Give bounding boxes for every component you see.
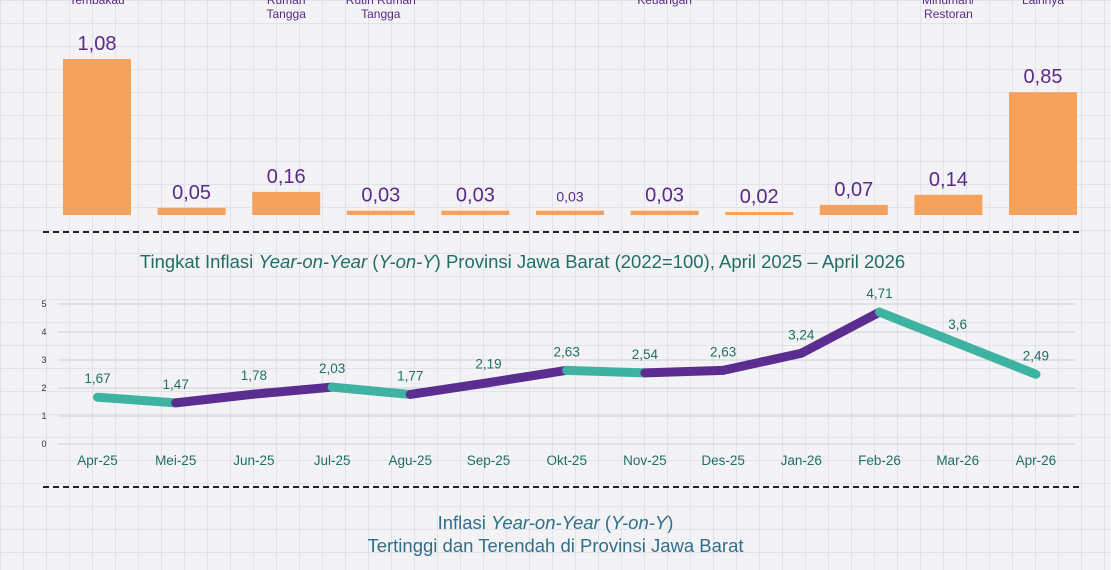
bar <box>252 191 321 215</box>
x-tick-label: Feb-26 <box>858 453 901 468</box>
line-segment <box>562 365 650 378</box>
title-text: Tingkat Inflasi <box>139 251 259 272</box>
bar <box>1009 92 1077 215</box>
bar-chart: 1,08Tembakau0,050,16RumahTangga0,03Rutin… <box>63 0 1077 215</box>
bar <box>536 210 604 215</box>
bar <box>914 194 983 215</box>
bar-category-label: Restoran <box>924 7 973 21</box>
bar-value-label: 0,03 <box>645 185 684 207</box>
bar-value-label: 0,07 <box>834 179 873 201</box>
line-segment <box>953 338 1041 379</box>
bar-value-label: 1,08 <box>78 33 117 55</box>
bar-value-label: 0,03 <box>556 189 583 205</box>
point-value-label: 2,03 <box>319 361 345 376</box>
point-value-label: 2,19 <box>475 357 501 372</box>
bar <box>63 59 131 215</box>
y-tick-label: 2 <box>41 383 46 393</box>
x-tick-label: Apr-26 <box>1016 453 1057 468</box>
line-segment <box>484 365 572 388</box>
point-value-label: 2,63 <box>710 344 736 359</box>
x-tick-label: Mei-25 <box>155 453 196 468</box>
x-tick-label: Apr-25 <box>77 453 118 468</box>
top-divider <box>43 231 1079 233</box>
bar-category-label: Lainnya <box>1022 0 1064 7</box>
bar-category-label: Tangga <box>267 7 307 21</box>
bar-value-label: 0,05 <box>172 182 211 204</box>
bar-value-label: 0,03 <box>456 185 495 207</box>
x-tick-label: Jul-25 <box>314 453 351 468</box>
title-text-post: ) Provinsi Jawa Barat (2022=100), April … <box>434 251 906 272</box>
bar-value-label: 0,85 <box>1024 66 1063 88</box>
bar-category-label: Tembakau <box>69 0 124 7</box>
line-chart-title: Tingkat Inflasi Year-on-Year (Y-on-Y) Pr… <box>0 251 1045 273</box>
line-segment <box>718 348 806 375</box>
point-value-label: 1,67 <box>84 371 110 386</box>
point-value-label: 3,24 <box>788 327 815 342</box>
y-tick-label: 0 <box>41 439 46 449</box>
point-value-label: 1,77 <box>397 368 423 383</box>
footer-italic-2: Y-on-Y <box>611 512 668 533</box>
bar-category-label: Rumah <box>267 0 306 7</box>
point-value-label: 2,49 <box>1023 348 1049 363</box>
bar <box>441 210 510 215</box>
footer-line-2: Tertinggi dan Terendah di Provinsi Jawa … <box>367 535 744 556</box>
point-value-label: 2,63 <box>554 344 580 359</box>
x-tick-label: Agu-25 <box>389 453 433 468</box>
footer-text-mid: ( <box>599 512 612 533</box>
x-tick-label: Des-25 <box>701 453 745 468</box>
title-italic-1: Year-on-Year <box>258 251 368 272</box>
bar-category-label: Minuman/ <box>922 0 975 7</box>
bottom-divider <box>43 486 1079 488</box>
line-segment <box>405 378 493 399</box>
footer-text: Inflasi <box>437 512 492 533</box>
bar-category-label: Tangga <box>361 7 401 21</box>
point-value-label: 3,6 <box>948 317 967 332</box>
bar-value-label: 0,16 <box>267 166 306 188</box>
x-tick-label: Okt-25 <box>546 453 587 468</box>
footer-line-1: Inflasi Year-on-Year (Y-on-Y) <box>0 511 1111 534</box>
line-segment <box>93 392 181 408</box>
line-segment <box>875 307 963 348</box>
bar <box>630 210 699 215</box>
bar-category-label: Keuangan <box>637 0 692 7</box>
bar <box>346 210 415 215</box>
bar <box>725 212 794 215</box>
bar-value-label: 0,03 <box>361 185 400 207</box>
x-tick-label: Jan-26 <box>781 453 822 468</box>
footer-title: Inflasi Year-on-Year (Y-on-Y) Tertinggi … <box>0 511 1111 557</box>
footer-italic-1: Year-on-Year <box>491 512 600 533</box>
footer-text-post: ) <box>667 512 674 533</box>
point-value-label: 2,54 <box>632 347 659 362</box>
title-text-mid: ( <box>367 251 379 272</box>
point-value-label: 1,47 <box>163 377 189 392</box>
x-tick-label: Sep-25 <box>467 453 511 468</box>
line-segment <box>796 307 884 358</box>
bar-value-label: 0,02 <box>740 186 779 208</box>
point-value-label: 1,78 <box>241 368 267 383</box>
line-segment <box>171 389 259 408</box>
y-tick-label: 4 <box>41 327 46 337</box>
y-tick-label: 1 <box>41 411 46 421</box>
bar <box>157 207 226 215</box>
x-tick-label: Nov-25 <box>623 453 667 468</box>
x-tick-label: Mar-26 <box>936 453 979 468</box>
y-tick-label: 5 <box>41 299 46 309</box>
bar <box>819 204 888 215</box>
bar-value-label: 0,14 <box>929 169 968 191</box>
line-segment <box>327 382 415 399</box>
bar-category-label: Rutin Rumah <box>346 0 416 7</box>
point-value-label: 4,71 <box>866 286 892 301</box>
y-tick-label: 3 <box>41 355 46 365</box>
line-segment <box>640 365 728 378</box>
title-italic-2: Y-on-Y <box>378 251 435 272</box>
x-tick-label: Jun-25 <box>233 453 274 468</box>
line-segment <box>249 382 337 399</box>
